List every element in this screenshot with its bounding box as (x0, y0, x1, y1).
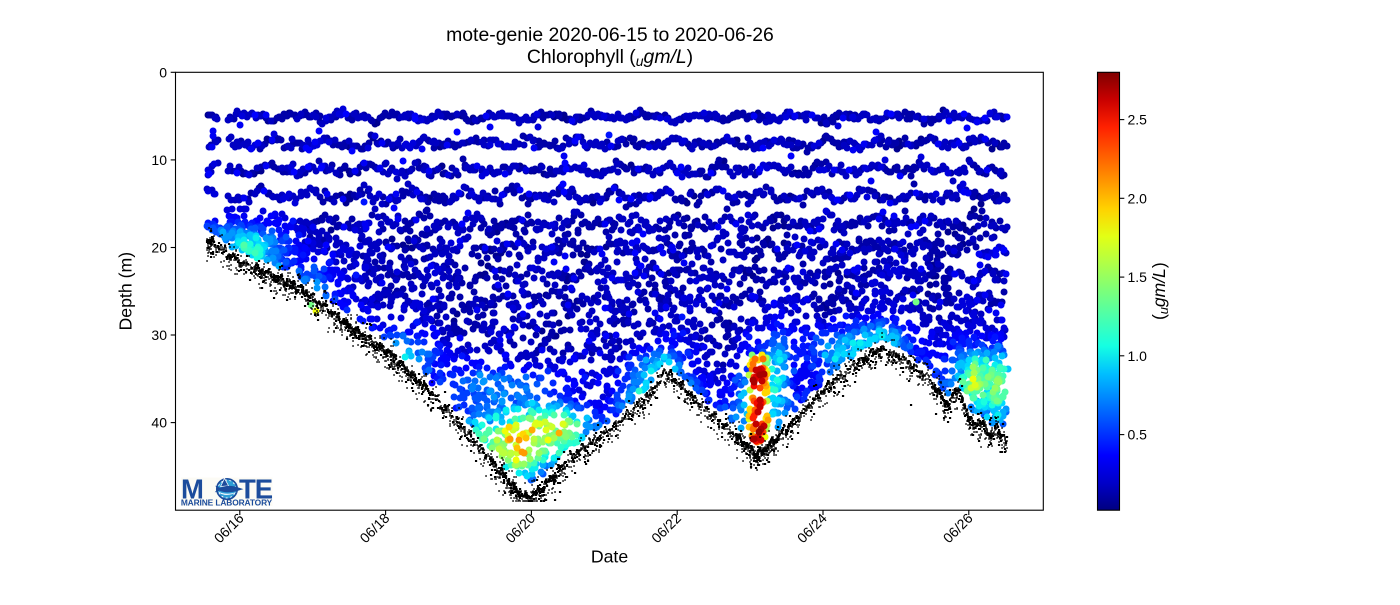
svg-text:10: 10 (151, 152, 167, 168)
svg-text:2.5: 2.5 (1128, 112, 1148, 128)
svg-text:(ugm/L): (ugm/L) (1149, 262, 1171, 320)
svg-text:MARINE LABORATORY: MARINE LABORATORY (181, 498, 273, 508)
svg-text:0.5: 0.5 (1128, 427, 1148, 443)
svg-text:TE: TE (239, 474, 273, 505)
svg-text:mote-genie 2020-06-15 to 2020-: mote-genie 2020-06-15 to 2020-06-26 (446, 24, 774, 46)
svg-text:Date: Date (591, 547, 629, 567)
svg-text:1.0: 1.0 (1128, 348, 1148, 364)
svg-text:Depth (m): Depth (m) (116, 252, 136, 331)
svg-text:30: 30 (151, 327, 167, 343)
svg-text:1.5: 1.5 (1128, 269, 1148, 285)
svg-text:40: 40 (151, 415, 167, 431)
svg-text:M: M (181, 474, 204, 505)
svg-text:Chlorophyll (ugm/L): Chlorophyll (ugm/L) (527, 46, 693, 69)
svg-text:0: 0 (159, 64, 167, 80)
svg-text:2.0: 2.0 (1128, 190, 1148, 206)
svg-text:20: 20 (151, 240, 167, 256)
